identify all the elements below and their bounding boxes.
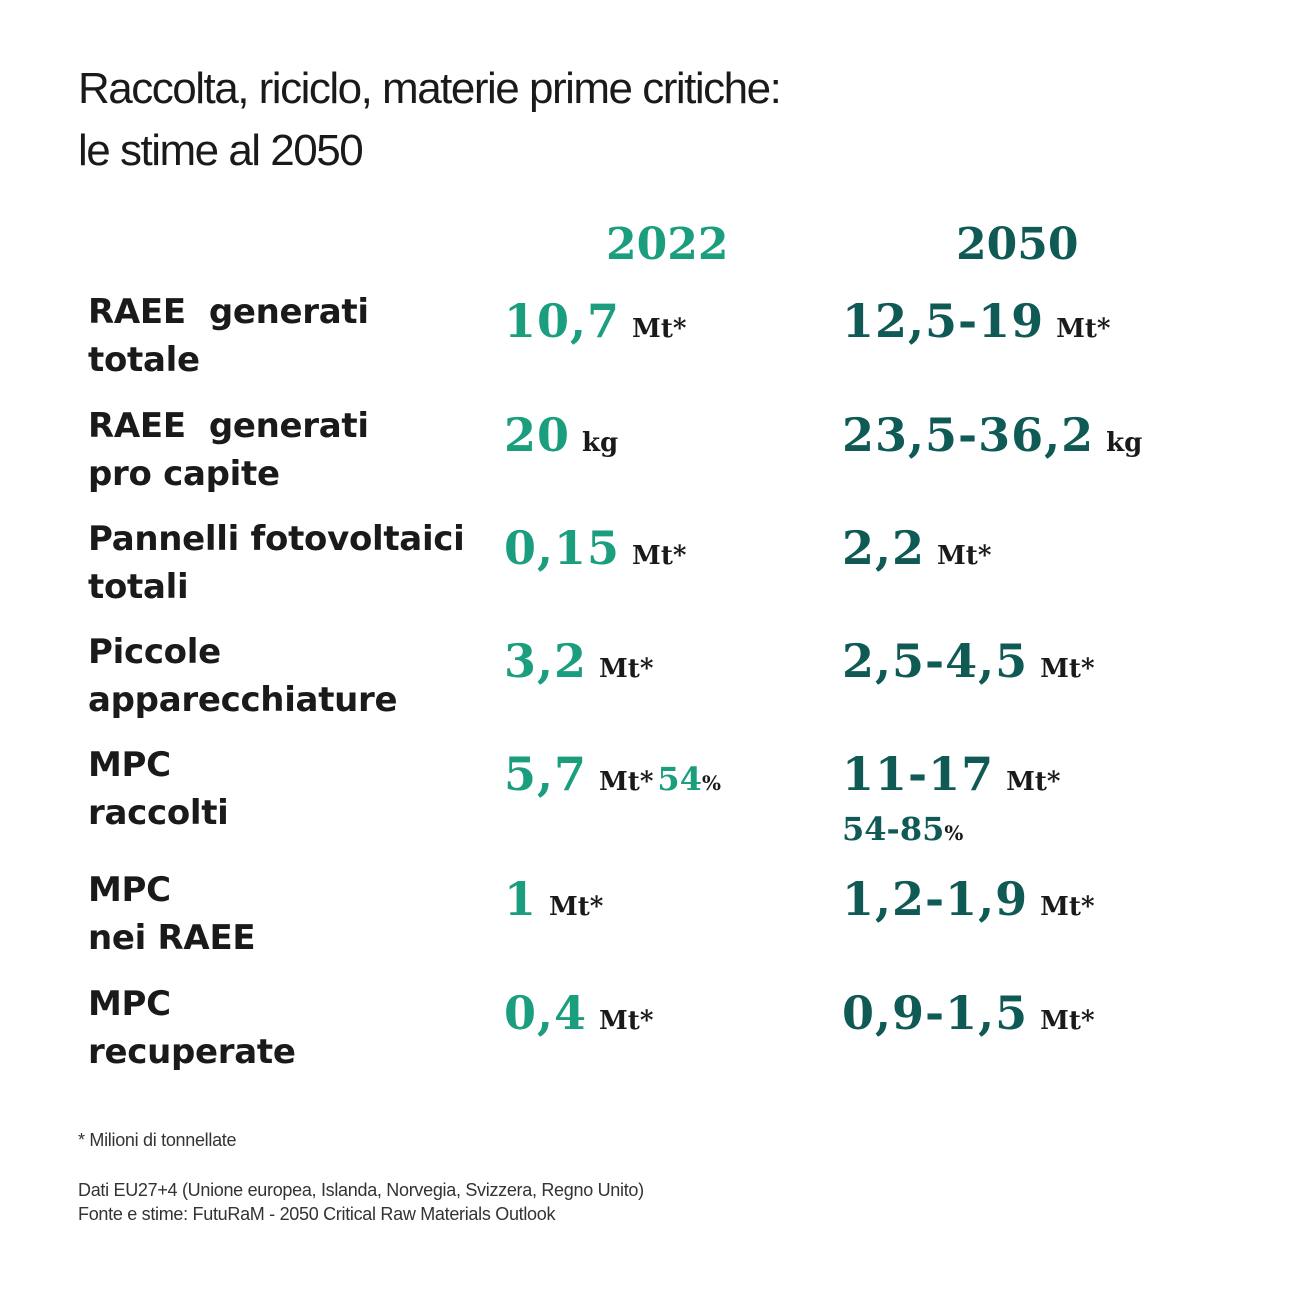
row-label: MPC raccolti <box>88 741 229 837</box>
value-unit: Mt* <box>599 1006 654 1036</box>
row-label: Piccole apparecchiature <box>88 628 398 724</box>
value-number: 11-17 <box>842 747 995 801</box>
title-line-1: Raccolta, riciclo, materie prime critich… <box>78 64 782 113</box>
value-number: 20 <box>504 408 571 462</box>
row-label-line-2: recuperate <box>88 1032 296 1072</box>
value-unit: Mt* <box>632 314 687 344</box>
value-unit: Mt* <box>632 541 687 571</box>
value-number: 12,5-19 <box>842 294 1045 348</box>
value-2050-percent: 54-85% <box>842 810 963 848</box>
value-number: 1,2-1,9 <box>842 872 1029 926</box>
row-label-line-2: totali <box>88 567 189 607</box>
percent-value: 54-85 <box>842 810 945 848</box>
value-unit: Mt* <box>1040 654 1095 684</box>
value-2050: 11-17 Mt* <box>842 747 1061 801</box>
value-2050: 23,5-36,2 kg <box>842 408 1142 462</box>
value-2022: 3,2 Mt* <box>504 634 653 688</box>
value-2022: 0,4 Mt* <box>504 986 653 1040</box>
row-label-line-1: MPC <box>88 984 171 1024</box>
value-number: 2,2 <box>842 521 926 575</box>
value-2050: 0,9-1,5 Mt* <box>842 986 1095 1040</box>
row-label-line-2: totale <box>88 340 200 380</box>
value-number: 1 <box>504 872 538 926</box>
footnote: * Milioni di tonnellate <box>78 1130 237 1150</box>
value-number: 10,7 <box>504 294 621 348</box>
value-unit: Mt* <box>937 541 992 571</box>
title-line-2: le stime al 2050 <box>78 126 364 175</box>
row-label-line-1: MPC <box>88 870 171 910</box>
value-2050: 1,2-1,9 Mt* <box>842 872 1095 926</box>
value-number: 0,9-1,5 <box>842 986 1029 1040</box>
value-2050: 2,2 Mt* <box>842 521 991 575</box>
value-unit: kg <box>582 428 619 458</box>
column-header-2050: 2050 <box>956 219 1079 270</box>
value-number: 5,7 <box>504 747 588 801</box>
row-label-line-1: Pannelli fotovoltaici <box>88 519 465 559</box>
value-2022: 20 kg <box>504 408 618 462</box>
value-number: 2,5-4,5 <box>842 634 1029 688</box>
row-label: MPC recuperate <box>88 980 296 1076</box>
row-label-line-1: MPC <box>88 745 171 785</box>
value-unit: Mt* <box>1056 314 1111 344</box>
value-unit: kg <box>1106 428 1143 458</box>
value-unit: Mt* <box>1040 892 1095 922</box>
page-title: Raccolta, riciclo, materie prime critich… <box>78 58 1178 182</box>
row-label: MPC nei RAEE <box>88 866 256 962</box>
source-line-2: Fonte e stime: FutuRaM - 2050 Critical R… <box>78 1204 556 1224</box>
row-label-line-2: pro capite <box>88 454 280 494</box>
column-header-2022: 2022 <box>606 219 729 270</box>
percent-symbol: % <box>944 821 964 845</box>
percent-value: 54 <box>657 760 702 798</box>
value-unit: Mt* <box>599 767 654 797</box>
value-2022: 1 Mt* <box>504 872 603 926</box>
value-2050: 2,5-4,5 Mt* <box>842 634 1095 688</box>
value-2050: 12,5-19 Mt* <box>842 294 1111 348</box>
value-unit: Mt* <box>599 654 654 684</box>
row-label: Pannelli fotovoltaici totali <box>88 515 465 611</box>
row-label-line-2: nei RAEE <box>88 918 256 958</box>
value-number: 0,4 <box>504 986 588 1040</box>
row-label: RAEE generati totale <box>88 288 369 384</box>
percent-symbol: % <box>701 771 721 795</box>
value-number: 3,2 <box>504 634 588 688</box>
row-label-line-1: RAEE generati <box>88 406 369 446</box>
row-label-line-1: Piccole <box>88 632 221 672</box>
row-label: RAEE generati pro capite <box>88 402 369 498</box>
value-number: 23,5-36,2 <box>842 408 1095 462</box>
value-unit: Mt* <box>1006 767 1061 797</box>
value-2022: 0,15 Mt* <box>504 521 686 575</box>
row-label-line-1: RAEE generati <box>88 292 369 332</box>
value-unit: Mt* <box>1040 1006 1095 1036</box>
value-2022: 10,7 Mt* <box>504 294 686 348</box>
source-line-1: Dati EU27+4 (Unione europea, Islanda, No… <box>78 1180 644 1200</box>
value-unit: Mt* <box>549 892 604 922</box>
value-2022: 5,7 Mt* 54% <box>504 747 721 801</box>
row-label-line-2: apparecchiature <box>88 680 398 720</box>
row-label-line-2: raccolti <box>88 793 229 833</box>
value-number: 0,15 <box>504 521 621 575</box>
